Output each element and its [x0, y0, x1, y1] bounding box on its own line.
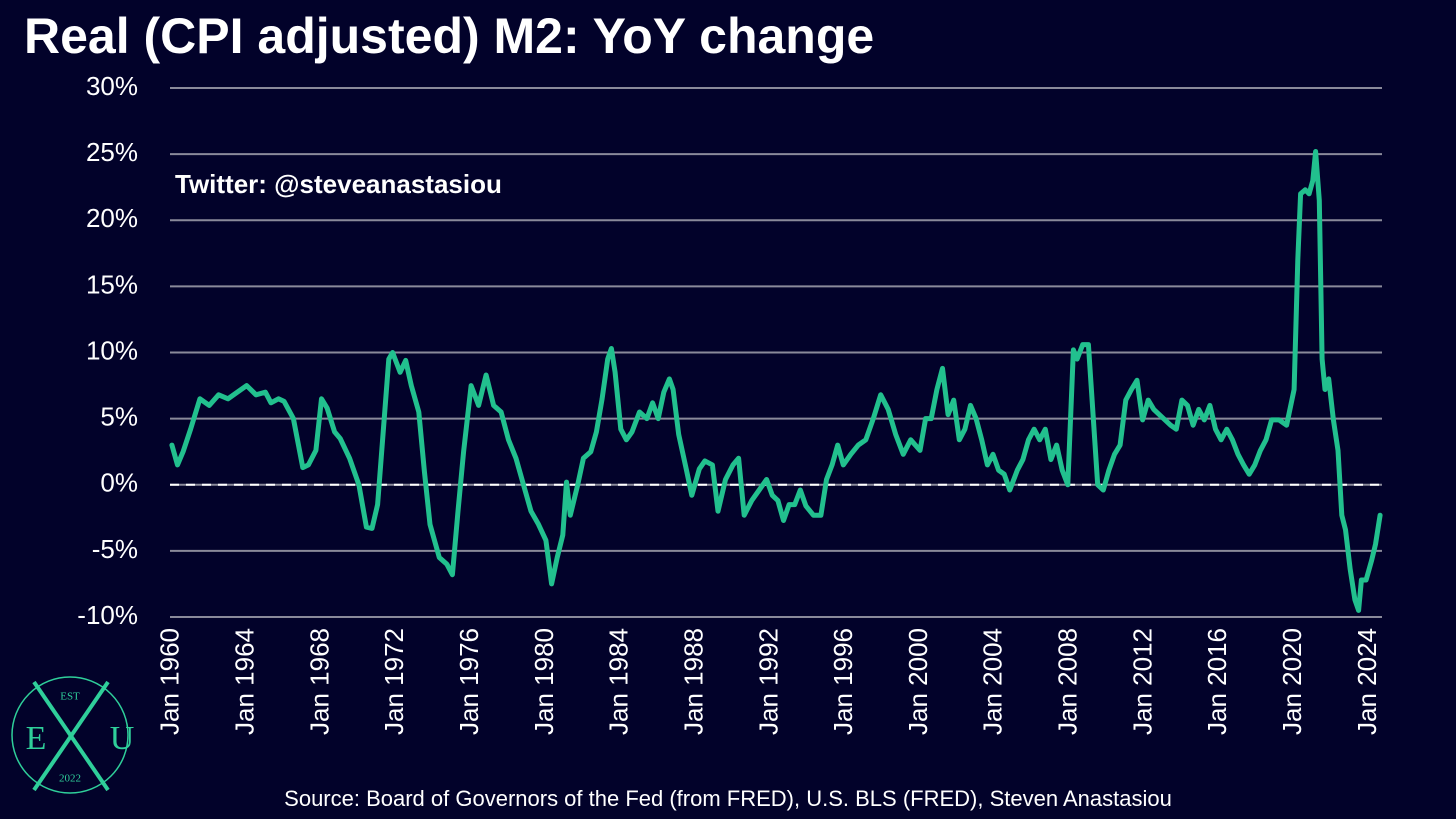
- y-tick-label: 15%: [86, 269, 138, 299]
- logo-text: E: [26, 720, 47, 757]
- x-tick-label: Jan 1968: [304, 628, 334, 735]
- x-tick-label: Jan 1988: [678, 628, 708, 735]
- data-line: [169, 149, 1383, 613]
- y-tick-label: 0%: [100, 468, 138, 498]
- x-tick-label: Jan 2004: [978, 628, 1008, 735]
- x-tick-label: Jan 1976: [454, 628, 484, 735]
- logo: EST E U 2022: [11, 676, 135, 794]
- x-tick-label: Jan 2000: [903, 628, 933, 735]
- logo-text: 2022: [59, 773, 81, 785]
- x-tick-label: Jan 1980: [529, 628, 559, 735]
- source: Source: Board of Governors of the Fed (f…: [284, 786, 1172, 811]
- x-tick-label: Jan 1984: [604, 628, 634, 735]
- x-tick-label: Jan 2016: [1202, 628, 1232, 735]
- y-tick-label: 25%: [86, 137, 138, 167]
- x-tick-label: Jan 2024: [1352, 628, 1382, 735]
- y-tick-label: -10%: [77, 600, 138, 630]
- x-tick-label: Jan 1992: [753, 628, 783, 735]
- logo-text: U: [110, 720, 135, 757]
- x-tick-label: Jan 2020: [1277, 628, 1307, 735]
- logo-text: EST: [60, 691, 80, 703]
- x-tick-label: Jan 1960: [155, 628, 185, 735]
- logo-x: [32, 680, 110, 792]
- y-tick-label: 30%: [86, 71, 138, 101]
- y-tick-label: 10%: [86, 335, 138, 365]
- x-tick-label: Jan 1996: [828, 628, 858, 735]
- y-tick-label: -5%: [92, 534, 138, 564]
- x-tick-label: Jan 1964: [230, 628, 260, 735]
- x-tick-label: Jan 2012: [1127, 628, 1157, 735]
- y-tick-label: 20%: [86, 203, 138, 233]
- x-tick-label: Jan 2008: [1053, 628, 1083, 735]
- annotation: Twitter: @steveanastasiou: [175, 169, 502, 199]
- x-tick-label: Jan 1972: [379, 628, 409, 735]
- chart-title: Real (CPI adjusted) M2: YoY change: [24, 8, 874, 64]
- logo-ring: [11, 676, 129, 794]
- y-tick-label: 5%: [100, 402, 138, 432]
